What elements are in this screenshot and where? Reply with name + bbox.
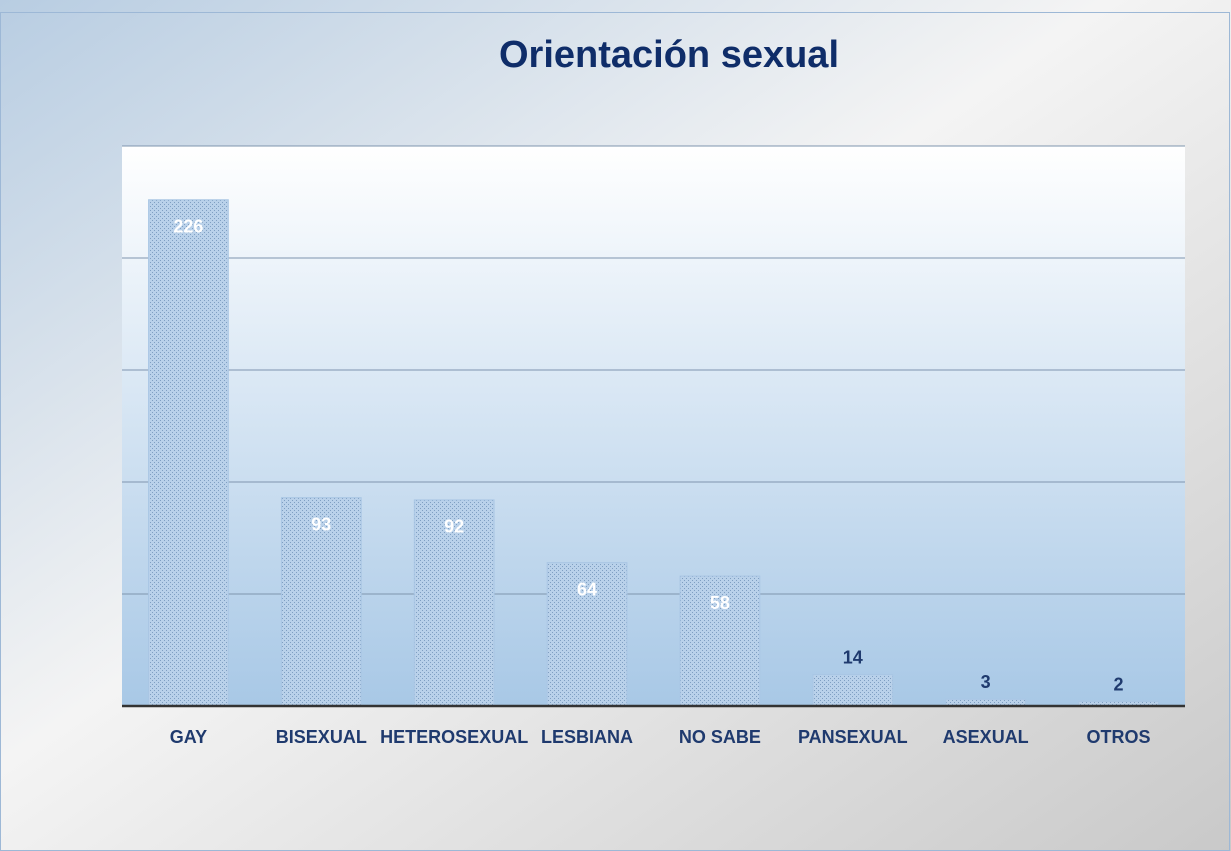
- data-label: 64: [577, 579, 597, 599]
- data-label: 14: [843, 647, 863, 667]
- chart-title: Orientación sexual: [499, 34, 839, 76]
- x-tick-label: NO SABE: [679, 727, 761, 747]
- x-tick-label: LESBIANA: [541, 727, 633, 747]
- x-tick-label: OTROS: [1087, 727, 1151, 747]
- data-label: 226: [173, 217, 203, 237]
- bar: [812, 674, 894, 707]
- data-label: 93: [311, 514, 331, 534]
- x-tick-label: GAY: [170, 727, 207, 747]
- data-label: 2: [1114, 674, 1124, 694]
- data-label: 92: [444, 517, 464, 537]
- x-tick-label: BISEXUAL: [276, 727, 367, 747]
- data-label: 3: [981, 672, 991, 692]
- x-tick-label: ASEXUAL: [943, 727, 1029, 747]
- x-tick-label: HETEROSEXUAL: [380, 727, 528, 747]
- bar: [148, 199, 229, 707]
- data-label: 58: [710, 593, 730, 613]
- x-tick-label: PANSEXUAL: [798, 727, 908, 747]
